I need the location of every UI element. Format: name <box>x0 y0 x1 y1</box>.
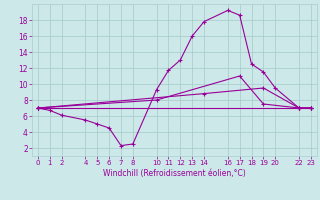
X-axis label: Windchill (Refroidissement éolien,°C): Windchill (Refroidissement éolien,°C) <box>103 169 246 178</box>
